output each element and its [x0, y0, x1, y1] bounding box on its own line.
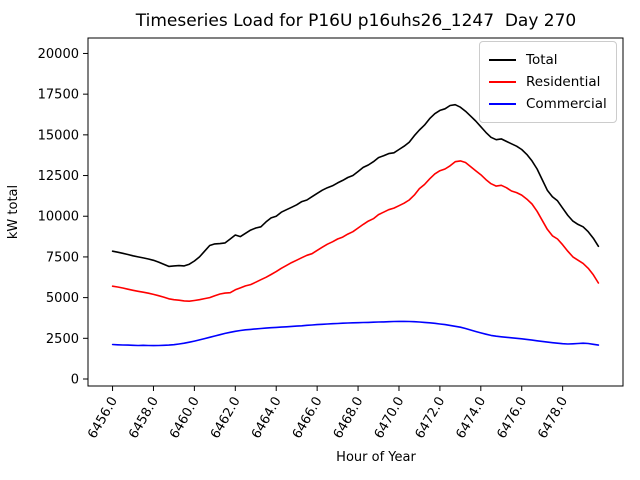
legend-label-total: Total — [526, 52, 558, 68]
x-tick-label: 6476.0 — [494, 395, 530, 442]
legend-label-commercial: Commercial — [526, 96, 607, 112]
x-tick-label: 6464.0 — [249, 395, 285, 442]
legend-entry-commercial: Commercial — [489, 93, 607, 115]
legend: Total Residential Commercial — [479, 41, 617, 123]
y-tick-label: 0 — [71, 373, 79, 388]
x-tick-label: 6472.0 — [413, 395, 449, 442]
y-tick-label: 17500 — [38, 88, 79, 103]
x-tick-label: 6466.0 — [290, 395, 326, 442]
y-tick-label: 7500 — [46, 250, 79, 265]
x-tick-label: 6458.0 — [126, 395, 162, 442]
total-line-swatch — [489, 59, 516, 61]
y-tick-label: 2500 — [46, 332, 79, 347]
x-tick-label: 6462.0 — [208, 395, 244, 442]
legend-entry-residential: Residential — [489, 71, 607, 93]
y-tick-label: 15000 — [38, 128, 79, 143]
y-tick-label: 5000 — [46, 291, 79, 306]
x-tick-label: 6474.0 — [454, 394, 490, 441]
x-axis-label: Hour of Year — [336, 450, 416, 465]
x-tick-label: 6470.0 — [372, 395, 408, 442]
y-tick-label: 12500 — [38, 169, 79, 184]
x-tick-label: 6460.0 — [167, 395, 203, 442]
legend-label-residential: Residential — [526, 74, 601, 90]
residential-line — [111, 160, 600, 303]
legend-entry-total: Total — [489, 49, 607, 71]
x-tick-label: 6456.0 — [85, 395, 121, 442]
residential-line-swatch — [489, 81, 516, 83]
y-tick-label: 10000 — [38, 210, 79, 225]
y-tick-label: 20000 — [38, 47, 79, 62]
total-line — [111, 103, 600, 268]
y-axis-label: kW total — [6, 185, 21, 239]
x-tick-label: 6468.0 — [331, 395, 367, 442]
commercial-line-swatch — [489, 103, 516, 105]
commercial-line — [111, 320, 600, 347]
chart-title: Timeseries Load for P16U p16uhs26_1247 D… — [135, 11, 577, 31]
axes-frame — [87, 37, 624, 387]
x-tick-label: 6478.0 — [535, 395, 571, 442]
